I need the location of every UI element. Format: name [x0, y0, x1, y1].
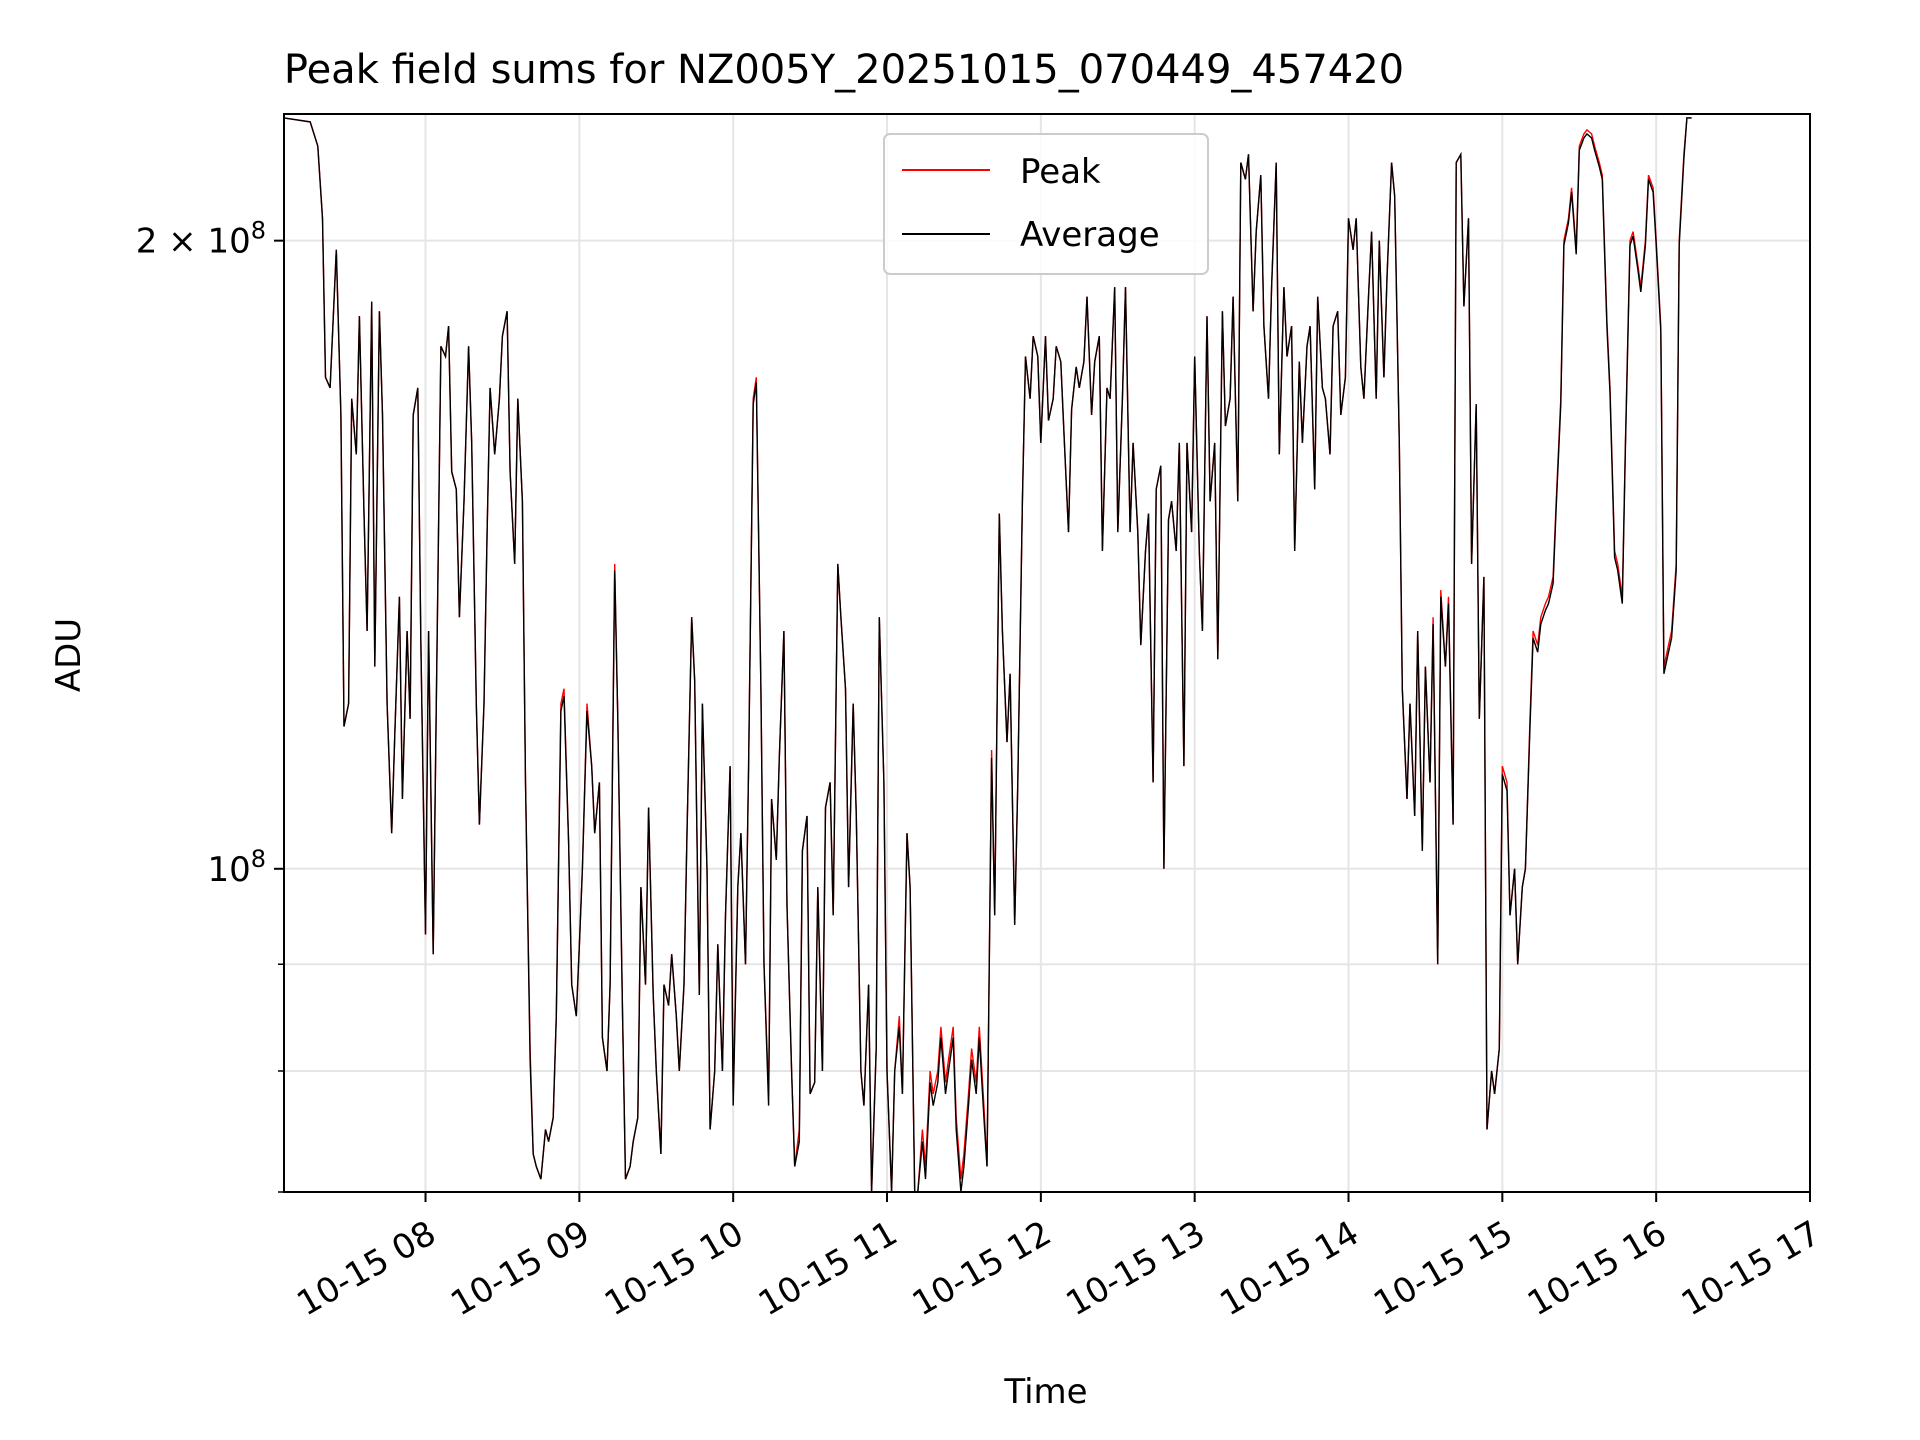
x-axis-label: Time — [1003, 1372, 1087, 1412]
y-tick-label-exponent: 8 — [251, 845, 266, 873]
chart-title: Peak field sums for NZ005Y_20251015_0704… — [284, 47, 1404, 93]
y-tick-label-exponent: 8 — [251, 217, 266, 245]
series-line-average — [283, 117, 1692, 1193]
y-tick-label: 108 — [207, 845, 266, 890]
legend: Peak Average — [883, 133, 1209, 275]
series-layer — [283, 117, 1692, 1193]
y-tick-label: 2 × 108 — [136, 217, 266, 262]
y-axis-label: ADU — [49, 618, 89, 692]
legend-label-average: Average — [1020, 215, 1160, 255]
plot-frame — [283, 113, 1811, 1193]
y-tick-label-base: 2 × 10 — [136, 222, 251, 262]
y-tick-label-base: 10 — [207, 850, 250, 890]
legend-label-peak: Peak — [1020, 152, 1101, 192]
